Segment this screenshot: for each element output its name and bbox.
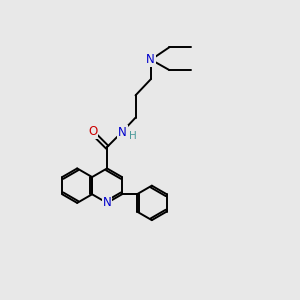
- Text: N: N: [118, 126, 127, 139]
- Text: H: H: [129, 131, 136, 141]
- Text: N: N: [146, 53, 155, 66]
- Text: N: N: [103, 196, 111, 209]
- Text: O: O: [88, 125, 97, 138]
